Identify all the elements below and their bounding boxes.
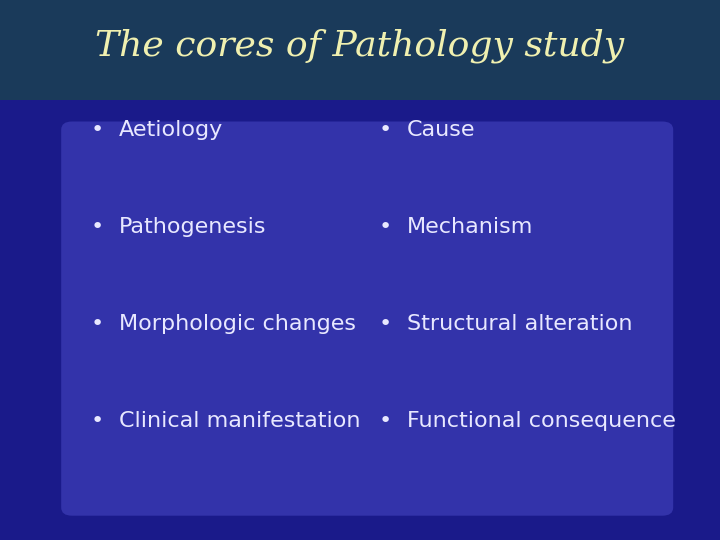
- Text: Mechanism: Mechanism: [407, 217, 534, 237]
- Text: Structural alteration: Structural alteration: [407, 314, 632, 334]
- Text: Clinical manifestation: Clinical manifestation: [119, 411, 360, 431]
- Text: Cause: Cause: [407, 119, 475, 140]
- Text: •: •: [379, 314, 392, 334]
- Text: •: •: [91, 217, 104, 237]
- Text: •: •: [379, 411, 392, 431]
- Text: The cores of Pathology study: The cores of Pathology study: [96, 29, 624, 63]
- Text: Pathogenesis: Pathogenesis: [119, 217, 266, 237]
- Text: •: •: [91, 314, 104, 334]
- Text: •: •: [91, 411, 104, 431]
- Text: •: •: [91, 119, 104, 140]
- FancyBboxPatch shape: [61, 122, 673, 516]
- Text: •: •: [379, 119, 392, 140]
- FancyBboxPatch shape: [0, 0, 720, 100]
- Text: •: •: [379, 217, 392, 237]
- Text: Aetiology: Aetiology: [119, 119, 223, 140]
- Text: Functional consequence: Functional consequence: [407, 411, 675, 431]
- Text: Morphologic changes: Morphologic changes: [119, 314, 356, 334]
